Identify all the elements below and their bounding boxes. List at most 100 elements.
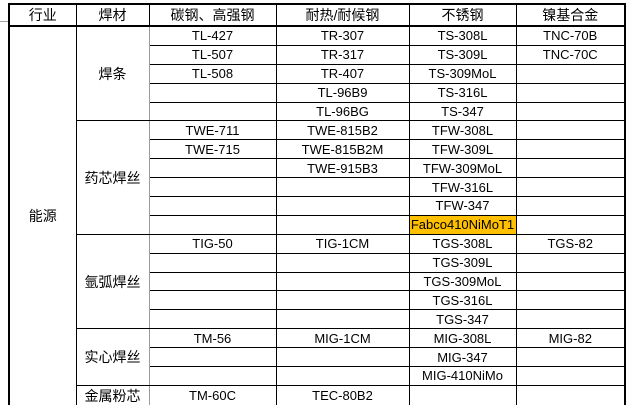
table-row: TGS-316L [9,290,626,311]
nickel-alloy-cell [515,290,626,311]
table-row: 氩弧焊丝 TIG-50 TIG-1CM TGS-308L TGS-82 [9,233,626,330]
nickel-alloy-cell [515,101,626,122]
column-header: 不锈钢 [408,3,517,27]
carbon-steel-cell: TWE-715 [148,139,277,160]
heat-resistant-cell [275,177,410,198]
nickel-alloy-cell [515,139,626,160]
stainless-cell: TS-309MoL [408,63,517,84]
nickel-alloy-cell [515,120,626,141]
stainless-cell: TFW-309L [408,139,517,160]
stainless-cell: TGS-308L [408,233,517,254]
nickel-alloy-cell [515,82,626,103]
table-row: TL-96B9 TS-316L [9,82,626,103]
heat-resistant-cell: TIG-1CM [275,233,410,254]
table-row: 药芯焊丝 TWE-711 TWE-815B2 TFW-308L [9,120,626,235]
nickel-alloy-cell [515,252,626,273]
heat-resistant-cell [275,252,410,273]
carbon-steel-cell [148,290,277,311]
carbon-steel-cell [148,366,277,386]
table-body: 能源 焊条 TL-427 TR-307 TS-308L TNC-70B TL-507 TR-3… [8,25,626,405]
table-row: TL-507 TR-317 TS-309L TNC-70C [9,44,626,65]
carbon-steel-cell [148,82,277,103]
column-header: 耐热/耐候钢 [275,3,410,27]
table-row: TL-96BG TS-347 [9,101,626,122]
nickel-alloy-cell [515,63,626,84]
gridline-stub-left [0,21,8,22]
stainless-cell: MIG-347 [408,347,517,368]
nickel-alloy-cell: TGS-82 [515,233,626,254]
carbon-steel-cell [148,252,277,273]
nickel-alloy-cell: TNC-70C [515,44,626,65]
stainless-cell: TGS-347 [408,309,517,330]
column-header: 行业 [8,3,77,27]
stainless-cell: TGS-316L [408,290,517,311]
heat-resistant-cell [275,196,410,216]
row-group-label: 实心焊丝 [75,328,150,386]
header-row: 行业 焊材 碳钢、高强钢 耐热/耐候钢 不锈钢 镍基合金 [8,3,626,27]
stainless-cell: TFW-309MoL [408,158,517,179]
table-row: TFW-316L [9,177,626,198]
heat-resistant-cell: TWE-815B2M [275,139,410,160]
row-group-label: 氩弧焊丝 [75,233,150,330]
stainless-cell [408,384,517,405]
table-row: TGS-309MoL [9,271,626,292]
table-row: TGS-347 [9,309,626,330]
carbon-steel-cell [148,347,277,368]
heat-resistant-cell: MIG-1CM [275,328,410,349]
heat-resistant-cell [275,366,410,386]
heat-resistant-cell [275,271,410,292]
carbon-steel-cell: TL-507 [148,44,277,65]
carbon-steel-cell [148,101,277,122]
column-header: 焊材 [75,3,150,27]
heat-resistant-cell: TR-317 [275,44,410,65]
table-row: TGS-309L [9,252,626,273]
stainless-cell: TFW-347 [408,196,517,216]
nickel-alloy-cell [515,214,626,235]
table-row: MIG-410NiMo [9,366,626,386]
stainless-cell: TFW-316L [408,177,517,198]
heat-resistant-cell: TWE-915B3 [275,158,410,179]
highlighted-product-cell: Fabco410NiMoT1 [408,214,517,235]
stainless-cell: TS-347 [408,101,517,122]
row-group-label: 焊条 [75,25,150,122]
industry-cell: 能源 [8,25,77,405]
nickel-alloy-cell [515,271,626,292]
heat-resistant-cell [275,309,410,330]
row-group-label: 药芯焊丝 [75,120,150,235]
table-row: Fabco410NiMoT1 [9,214,626,235]
nickel-alloy-cell [515,384,626,405]
stainless-cell: TS-308L [408,25,517,46]
carbon-steel-cell: TIG-50 [148,233,277,254]
nickel-alloy-cell [515,309,626,330]
carbon-steel-cell [148,196,277,216]
heat-resistant-cell: TL-96B9 [275,82,410,103]
stainless-cell: TFW-308L [408,120,517,141]
nickel-alloy-cell [515,366,626,386]
stainless-cell: TS-316L [408,82,517,103]
carbon-steel-cell [148,271,277,292]
heat-resistant-cell [275,347,410,368]
table-row: TL-508 TR-407 TS-309MoL [9,63,626,84]
stainless-cell: MIG-308L [408,328,517,349]
stainless-cell: TGS-309MoL [408,271,517,292]
carbon-steel-cell: TWE-711 [148,120,277,141]
heat-resistant-cell [275,290,410,311]
welding-products-table: 行业 焊材 碳钢、高强钢 耐热/耐候钢 不锈钢 镍基合金 能源 焊条 TL-427 TR-307… [8,3,626,405]
heat-resistant-cell: TR-307 [275,25,410,46]
stainless-cell: TGS-309L [408,252,517,273]
heat-resistant-cell [275,214,410,235]
nickel-alloy-cell [515,196,626,216]
carbon-steel-cell [148,309,277,330]
carbon-steel-cell: TM-60C [148,384,277,405]
nickel-alloy-cell: MIG-82 [515,328,626,349]
nickel-alloy-cell [515,158,626,179]
carbon-steel-cell [148,214,277,235]
row-group-label: 金属粉芯 [75,384,150,405]
nickel-alloy-cell: TNC-70B [515,25,626,46]
carbon-steel-cell: TL-427 [148,25,277,46]
nickel-alloy-cell [515,347,626,368]
heat-resistant-cell: TWE-815B2 [275,120,410,141]
table-row: MIG-347 [9,347,626,368]
table-row: 实心焊丝 TM-56 MIG-1CM MIG-308L MIG-82 [9,328,626,386]
